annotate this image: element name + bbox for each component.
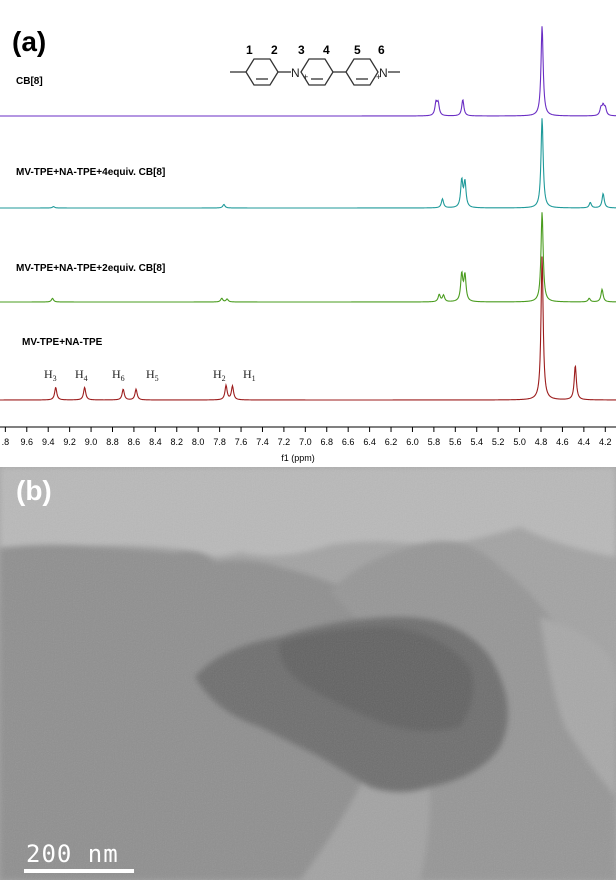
x-tick-label: 6.0 (406, 437, 419, 447)
x-tick-label: 8.6 (128, 437, 141, 447)
x-tick-label: .8 (2, 437, 10, 447)
x-tick-label: 5.2 (492, 437, 505, 447)
x-tick-label: 6.6 (342, 437, 355, 447)
scale-bar (24, 869, 134, 873)
chemical-structure (230, 58, 400, 86)
spectra-traces (0, 26, 616, 401)
x-tick-label: 5.4 (470, 437, 483, 447)
trace-label-2equiv: MV-TPE+NA-TPE+2equiv. CB[8] (16, 263, 165, 274)
x-tick-label: 6.4 (363, 437, 376, 447)
peak-label-h5: H5 (146, 367, 159, 383)
x-tick-label: 6.8 (320, 437, 333, 447)
nmr-panel: N + + N 1 2 3 4 5 6 CB[8] MV-TPE+NA-TPE+… (0, 26, 616, 463)
x-tick-label: 7.4 (256, 437, 269, 447)
x-tick-label: 8.2 (171, 437, 184, 447)
tem-panel: (b) (0, 467, 616, 880)
structure-number-3: 3 (298, 43, 305, 57)
x-tick-label: 7.2 (278, 437, 291, 447)
structure-number-5: 5 (354, 43, 361, 57)
trace-line-1 (0, 118, 616, 209)
x-tick-label: 8.8 (106, 437, 119, 447)
charge-plus-1: + (303, 72, 308, 82)
x-tick-label: 9.2 (63, 437, 76, 447)
peak-label-h1: H1 (243, 367, 256, 383)
trace-line-0 (0, 26, 616, 117)
x-tick-label: 4.2 (599, 437, 612, 447)
x-tick-label: 8.4 (149, 437, 162, 447)
x-tick-label: 5.0 (513, 437, 526, 447)
charge-plus-2: + (376, 72, 381, 82)
x-tick-label: 4.4 (578, 437, 591, 447)
peak-label-h2: H2 (213, 367, 226, 383)
peak-label-h6: H6 (112, 367, 125, 383)
trace-label-cb8: CB[8] (16, 76, 43, 87)
nitrogen-atom-1: N (291, 66, 300, 80)
x-axis-ticks: .8 9.6 9.4 9.2 9.0 8.8 8.6 8.4 8.2 8.0 7.8 7.6 7.4 7.… (2, 427, 612, 447)
x-tick-label: 4.6 (556, 437, 569, 447)
peak-label-h4: H4 (75, 367, 88, 383)
panel-a-label: (a) (12, 26, 47, 57)
x-tick-label: 5.8 (428, 437, 441, 447)
structure-number-6: 6 (378, 43, 385, 57)
x-tick-label: 9.4 (42, 437, 55, 447)
nmr-spectra: N + + N 1 2 3 4 5 6 CB[8] MV-TPE+NA-TPE+… (0, 26, 616, 463)
trace-label-4equiv: MV-TPE+NA-TPE+4equiv. CB[8] (16, 167, 165, 178)
peak-label-h3: H3 (44, 367, 57, 383)
x-axis-title: f1 (ppm) (281, 453, 315, 463)
x-tick-label: 9.6 (21, 437, 34, 447)
structure-number-2: 2 (271, 43, 278, 57)
structure-number-1: 1 (246, 43, 253, 57)
x-tick-label: 8.0 (192, 437, 205, 447)
trace-line-3 (0, 256, 616, 401)
x-tick-label: 7.8 (213, 437, 226, 447)
x-tick-label: 7.6 (235, 437, 248, 447)
x-tick-label: 5.6 (449, 437, 462, 447)
x-tick-label: 6.2 (385, 437, 398, 447)
scale-bar-label: 200 nm (26, 840, 119, 868)
panel-b-label: (b) (16, 475, 52, 506)
structure-number-4: 4 (323, 43, 330, 57)
trace-label-mv-na: MV-TPE+NA-TPE (22, 337, 103, 348)
x-tick-label: 4.8 (535, 437, 548, 447)
tem-image (0, 467, 616, 880)
trace-line-2 (0, 212, 616, 303)
x-tick-label: 9.0 (85, 437, 98, 447)
nitrogen-atom-2: N (379, 66, 388, 80)
x-tick-label: 7.0 (299, 437, 312, 447)
